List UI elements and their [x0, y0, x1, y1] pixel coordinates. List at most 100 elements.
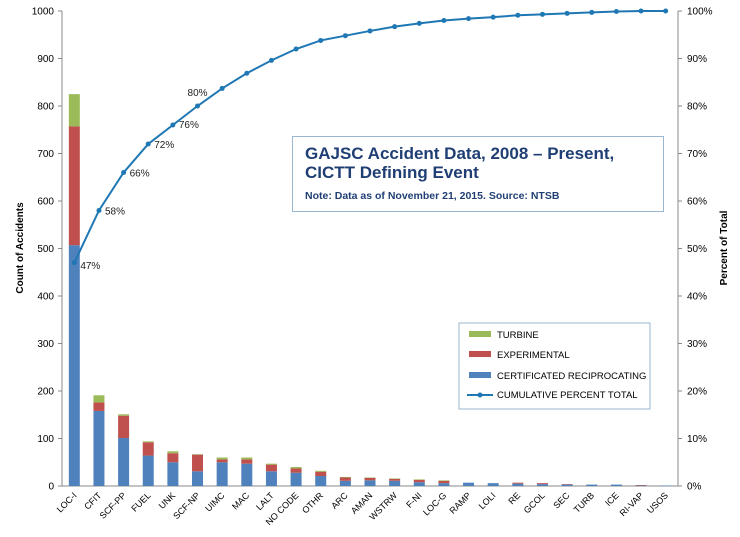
x-category-label: LOC-G — [421, 490, 448, 517]
y2-tick-label: 100% — [687, 7, 713, 18]
bar-experimental — [364, 477, 376, 481]
y2-tick-label: 50% — [687, 244, 707, 255]
bar-certificated — [512, 483, 524, 486]
bar-turbine — [413, 479, 425, 480]
cumulative-point — [219, 85, 225, 91]
cumulative-data-label: 47% — [80, 261, 100, 272]
bar-experimental — [536, 483, 548, 485]
bar-certificated — [315, 476, 327, 486]
cumulative-point — [342, 33, 348, 39]
bar-experimental — [315, 471, 327, 477]
y2-axis-ticks: 0% 10% 20% 30% 40% 50% 60% 70% 80% 90% 100% — [678, 7, 713, 493]
cumulative-point — [589, 9, 595, 15]
x-category-label: ICE — [603, 490, 621, 508]
bar-experimental — [389, 478, 401, 481]
cumulative-data-label: 66% — [130, 169, 150, 180]
bar-experimental — [216, 459, 228, 463]
x-category-label: TURB — [572, 490, 596, 514]
y2-tick-label: 70% — [687, 149, 707, 160]
cumulative-point — [663, 8, 669, 14]
y2-tick-label: 90% — [687, 54, 707, 65]
cumulative-point — [268, 57, 274, 63]
bar-certificated — [290, 472, 302, 486]
bar-certificated — [660, 485, 672, 487]
bar-turbine — [192, 454, 204, 455]
bar-experimental — [290, 468, 302, 473]
x-category-label: OTHR — [300, 490, 325, 515]
y2-tick-label: 80% — [687, 102, 707, 113]
cumulative-point — [71, 260, 77, 266]
x-category-label: USOS — [645, 490, 670, 515]
x-category-label: LALT — [254, 490, 276, 512]
cumulative-data-label: 58% — [105, 207, 125, 218]
bar-turbine — [438, 480, 450, 481]
x-category-label: UIMC — [203, 490, 227, 514]
x-category-label: F-NI — [404, 490, 423, 509]
bar-turbine — [290, 467, 302, 469]
x-category-label: ARC — [329, 490, 350, 511]
bar-turbine — [118, 414, 130, 416]
bar-certificated — [142, 455, 154, 486]
bar-experimental — [241, 459, 253, 464]
x-category-label: UNK — [157, 490, 178, 511]
bar-turbine — [167, 451, 179, 454]
bar-certificated — [586, 484, 598, 486]
cumulative-point — [293, 46, 299, 52]
bar-experimental — [413, 479, 425, 483]
y2-tick-label: 0% — [687, 482, 702, 493]
x-category-label: GCOL — [522, 490, 547, 515]
legend-marker-cumulative — [477, 392, 483, 398]
bar-experimental — [438, 480, 450, 484]
bar-certificated — [389, 480, 401, 486]
x-category-label: SEC — [551, 490, 572, 511]
chart-title-box: GAJSC Accident Data, 2008 – Present, CIC… — [292, 136, 664, 212]
bar-turbine — [339, 476, 351, 478]
bar-certificated — [241, 463, 253, 486]
cumulative-line-group: 47% 58% 66% 72% 76% 80% — [71, 8, 669, 272]
cumulative-point — [367, 28, 373, 34]
y2-tick-label: 20% — [687, 387, 707, 398]
x-category-label: MAC — [230, 490, 252, 512]
bar-experimental — [561, 484, 573, 485]
bar-certificated — [339, 480, 351, 486]
x-category-label: WSTRW — [367, 490, 399, 522]
legend-swatch-experimental — [469, 351, 491, 357]
bar-experimental — [93, 402, 105, 411]
cumulative-point — [318, 37, 324, 43]
legend-label-experimental: EXPERIMENTAL — [497, 350, 570, 361]
legend-swatch-certificated — [469, 372, 491, 378]
x-category-label: SCF-PP — [98, 490, 128, 520]
y-tick-label: 1000 — [32, 7, 55, 18]
bar-experimental — [512, 482, 524, 484]
legend-swatch-turbine — [469, 331, 491, 337]
y2-axis-title: Percent of Total — [719, 210, 730, 285]
bar-certificated — [635, 485, 647, 487]
bar-experimental — [118, 415, 130, 439]
bar-certificated — [167, 462, 179, 486]
x-category-label: FUEL — [129, 490, 152, 513]
bar-certificated — [561, 484, 573, 486]
bar-certificated — [610, 484, 622, 486]
bars-group — [68, 94, 672, 487]
bar-turbine — [265, 463, 277, 465]
y2-tick-label: 30% — [687, 339, 707, 350]
y2-tick-label: 60% — [687, 197, 707, 208]
cumulative-point — [490, 14, 496, 20]
bar-certificated — [118, 438, 130, 486]
y-tick-label: 500 — [37, 244, 54, 255]
cumulative-point — [613, 8, 619, 14]
x-category-label: RAMP — [448, 490, 473, 515]
cumulative-point — [244, 70, 250, 76]
y-tick-label: 400 — [37, 292, 54, 303]
chart-title: GAJSC Accident Data, 2008 – Present, CIC… — [305, 144, 615, 182]
y-tick-label: 700 — [37, 149, 54, 160]
cumulative-point — [466, 16, 472, 22]
x-category-label: RI-VAP — [618, 490, 646, 518]
bar-turbine — [93, 395, 105, 403]
y2-tick-label: 10% — [687, 434, 707, 445]
bar-experimental — [265, 464, 277, 472]
legend-label-turbine: TURBINE — [497, 330, 539, 341]
bar-turbine — [216, 457, 228, 460]
